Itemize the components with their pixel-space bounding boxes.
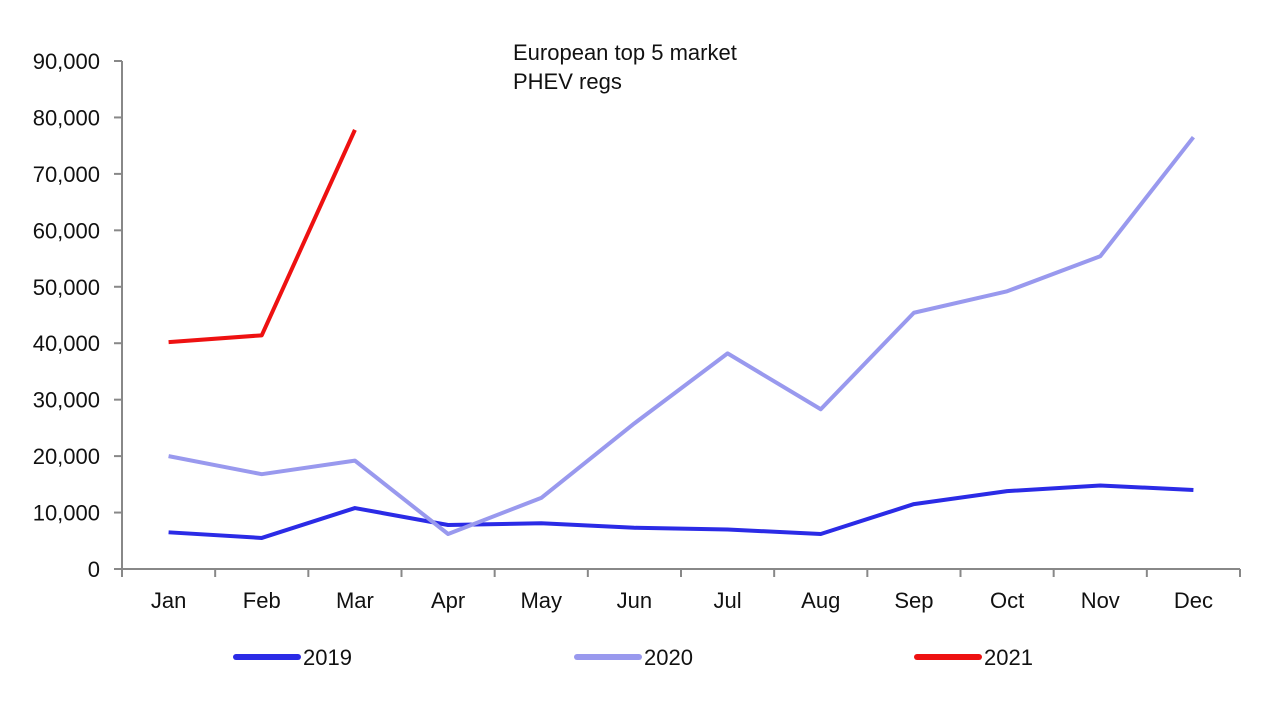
x-ticks: Jan Feb Mar Apr May Jun Jul Aug Sep Oct Nov Dec <box>121 569 1241 613</box>
x-tick-label: Apr <box>431 588 465 613</box>
y-tick-label: 40,000 <box>33 331 100 356</box>
y-tick-label: 30,000 <box>33 388 100 413</box>
chart-title: European top 5 market PHEV regs <box>513 40 737 94</box>
x-tick-label: Nov <box>1081 588 1120 613</box>
series-line-2019 <box>168 483 1194 540</box>
chart-title-line-1: European top 5 market <box>513 40 737 65</box>
y-tick-label: 90,000 <box>33 49 100 74</box>
x-tick-label: Feb <box>243 588 281 613</box>
series-lines <box>168 129 1195 540</box>
legend-label-2021: 2021 <box>984 645 1033 670</box>
x-tick-label: Sep <box>894 588 933 613</box>
legend-label-2019: 2019 <box>303 645 352 670</box>
x-tick-label: Aug <box>801 588 840 613</box>
x-tick-label: May <box>520 588 562 613</box>
x-tick-label: Dec <box>1174 588 1213 613</box>
y-tick-label: 70,000 <box>33 162 100 187</box>
y-tick-label: 80,000 <box>33 105 100 130</box>
y-tick-label: 0 <box>88 557 100 582</box>
axes <box>121 61 1240 570</box>
series-line-2021 <box>168 129 357 345</box>
y-tick-label: 60,000 <box>33 218 100 243</box>
x-tick-label: Mar <box>336 588 374 613</box>
x-tick-label: Jul <box>714 588 742 613</box>
chart-title-line-2: PHEV regs <box>513 69 622 94</box>
x-tick-label: Jun <box>617 588 652 613</box>
y-tick-label: 50,000 <box>33 275 100 300</box>
y-tick-label: 20,000 <box>33 444 100 469</box>
legend: 2019 2020 2021 <box>233 645 1033 670</box>
series-line-2020 <box>168 135 1195 537</box>
legend-label-2020: 2020 <box>644 645 693 670</box>
y-tick-label: 10,000 <box>33 501 100 526</box>
x-tick-label: Jan <box>151 588 186 613</box>
x-tick-label: Oct <box>990 588 1024 613</box>
y-ticks: 0 10,000 20,000 30,000 40,000 50,000 60,000 70,… <box>33 49 122 582</box>
